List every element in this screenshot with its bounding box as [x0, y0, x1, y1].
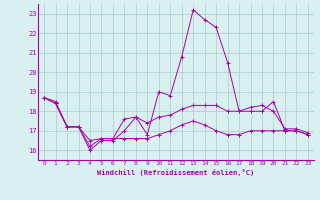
- X-axis label: Windchill (Refroidissement éolien,°C): Windchill (Refroidissement éolien,°C): [97, 169, 255, 176]
